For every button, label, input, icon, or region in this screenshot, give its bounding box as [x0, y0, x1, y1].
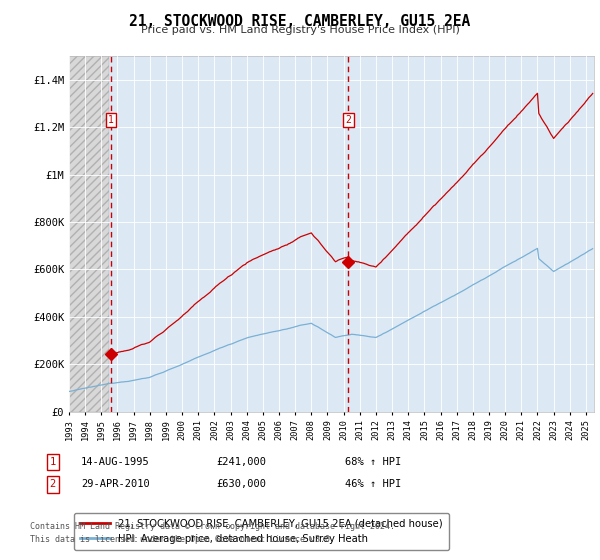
Text: £630,000: £630,000	[216, 479, 266, 489]
Text: 2: 2	[346, 115, 352, 125]
Text: 29-APR-2010: 29-APR-2010	[81, 479, 150, 489]
Text: 2: 2	[50, 479, 56, 489]
Text: 1: 1	[108, 115, 114, 125]
Text: This data is licensed under the Open Government Licence v3.0.: This data is licensed under the Open Gov…	[30, 535, 335, 544]
Text: 1: 1	[50, 457, 56, 467]
Text: 68% ↑ HPI: 68% ↑ HPI	[345, 457, 401, 467]
Bar	[69, 56, 109, 412]
Text: Price paid vs. HM Land Registry's House Price Index (HPI): Price paid vs. HM Land Registry's House …	[140, 25, 460, 35]
Legend: 21, STOCKWOOD RISE, CAMBERLEY, GU15 2EA (detached house), HPI: Average price, de: 21, STOCKWOOD RISE, CAMBERLEY, GU15 2EA …	[74, 512, 449, 549]
Text: 46% ↑ HPI: 46% ↑ HPI	[345, 479, 401, 489]
Text: Contains HM Land Registry data © Crown copyright and database right 2024.: Contains HM Land Registry data © Crown c…	[30, 522, 395, 531]
Text: £241,000: £241,000	[216, 457, 266, 467]
Text: 14-AUG-1995: 14-AUG-1995	[81, 457, 150, 467]
Text: 21, STOCKWOOD RISE, CAMBERLEY, GU15 2EA: 21, STOCKWOOD RISE, CAMBERLEY, GU15 2EA	[130, 14, 470, 29]
